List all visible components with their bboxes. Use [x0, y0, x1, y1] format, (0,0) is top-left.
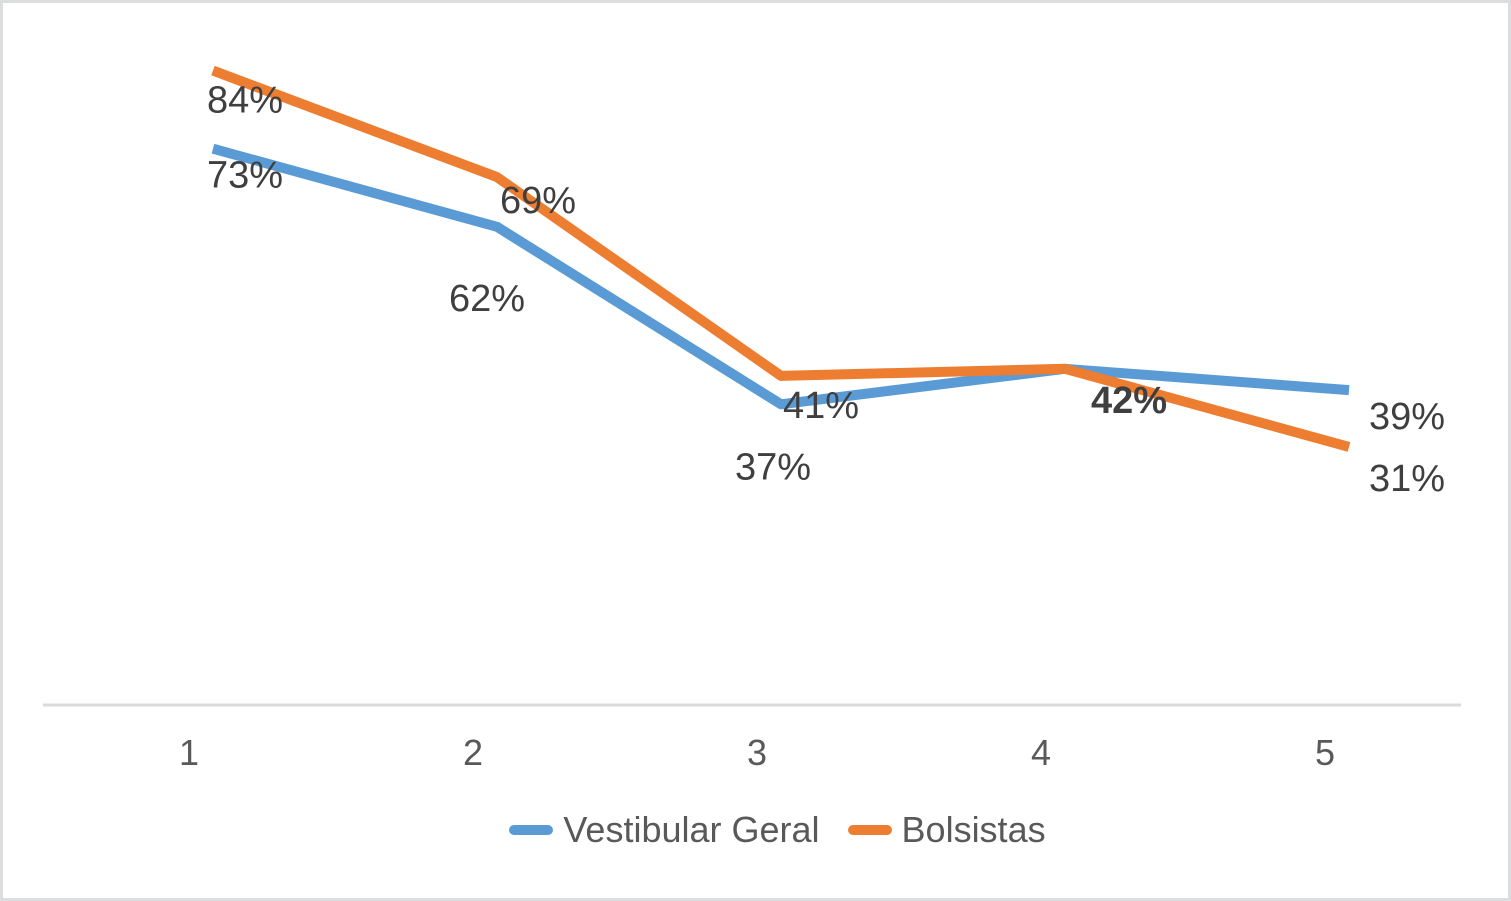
x-tick-1: 1 [178, 732, 200, 773]
data-label-vestibular-geral-3: 37% [735, 446, 811, 488]
x-tick-3: 3 [746, 732, 768, 773]
legend-item-bolsistas: Bolsistas [847, 809, 1046, 851]
legend-orange-dash-icon [847, 825, 892, 835]
legend-label-vestibular-geral: Vestibular Geral [563, 809, 820, 850]
chart-legend: Vestibular Geral Bolsistas [3, 809, 1508, 851]
legend-item-vestibular-geral: Vestibular Geral [509, 809, 820, 851]
data-label-bolsistas-4: 42% [1091, 380, 1167, 422]
legend-blue-dash-icon [509, 825, 554, 835]
line-chart-plot: 73% 62% 37% 39% 84% 69% 41% 42% 31% [43, 65, 1461, 707]
data-label-bolsistas-5: 31% [1369, 458, 1445, 500]
x-tick-4: 4 [1030, 732, 1052, 773]
data-label-bolsistas-1: 84% [207, 80, 283, 122]
data-label-bolsistas-3: 41% [783, 385, 859, 427]
data-label-vestibular-geral-1: 73% [207, 155, 283, 197]
x-axis: 1 2 3 4 5 [3, 731, 1508, 775]
x-tick-2: 2 [462, 732, 484, 773]
data-label-vestibular-geral-2: 62% [449, 278, 525, 320]
x-tick-5: 5 [1314, 732, 1336, 773]
data-label-vestibular-geral-5: 39% [1369, 396, 1445, 438]
series-line-vestibular-geral [211, 143, 1350, 410]
legend-label-bolsistas: Bolsistas [901, 809, 1046, 850]
data-label-bolsistas-2: 69% [500, 180, 576, 222]
series-line-bolsistas [211, 65, 1351, 452]
